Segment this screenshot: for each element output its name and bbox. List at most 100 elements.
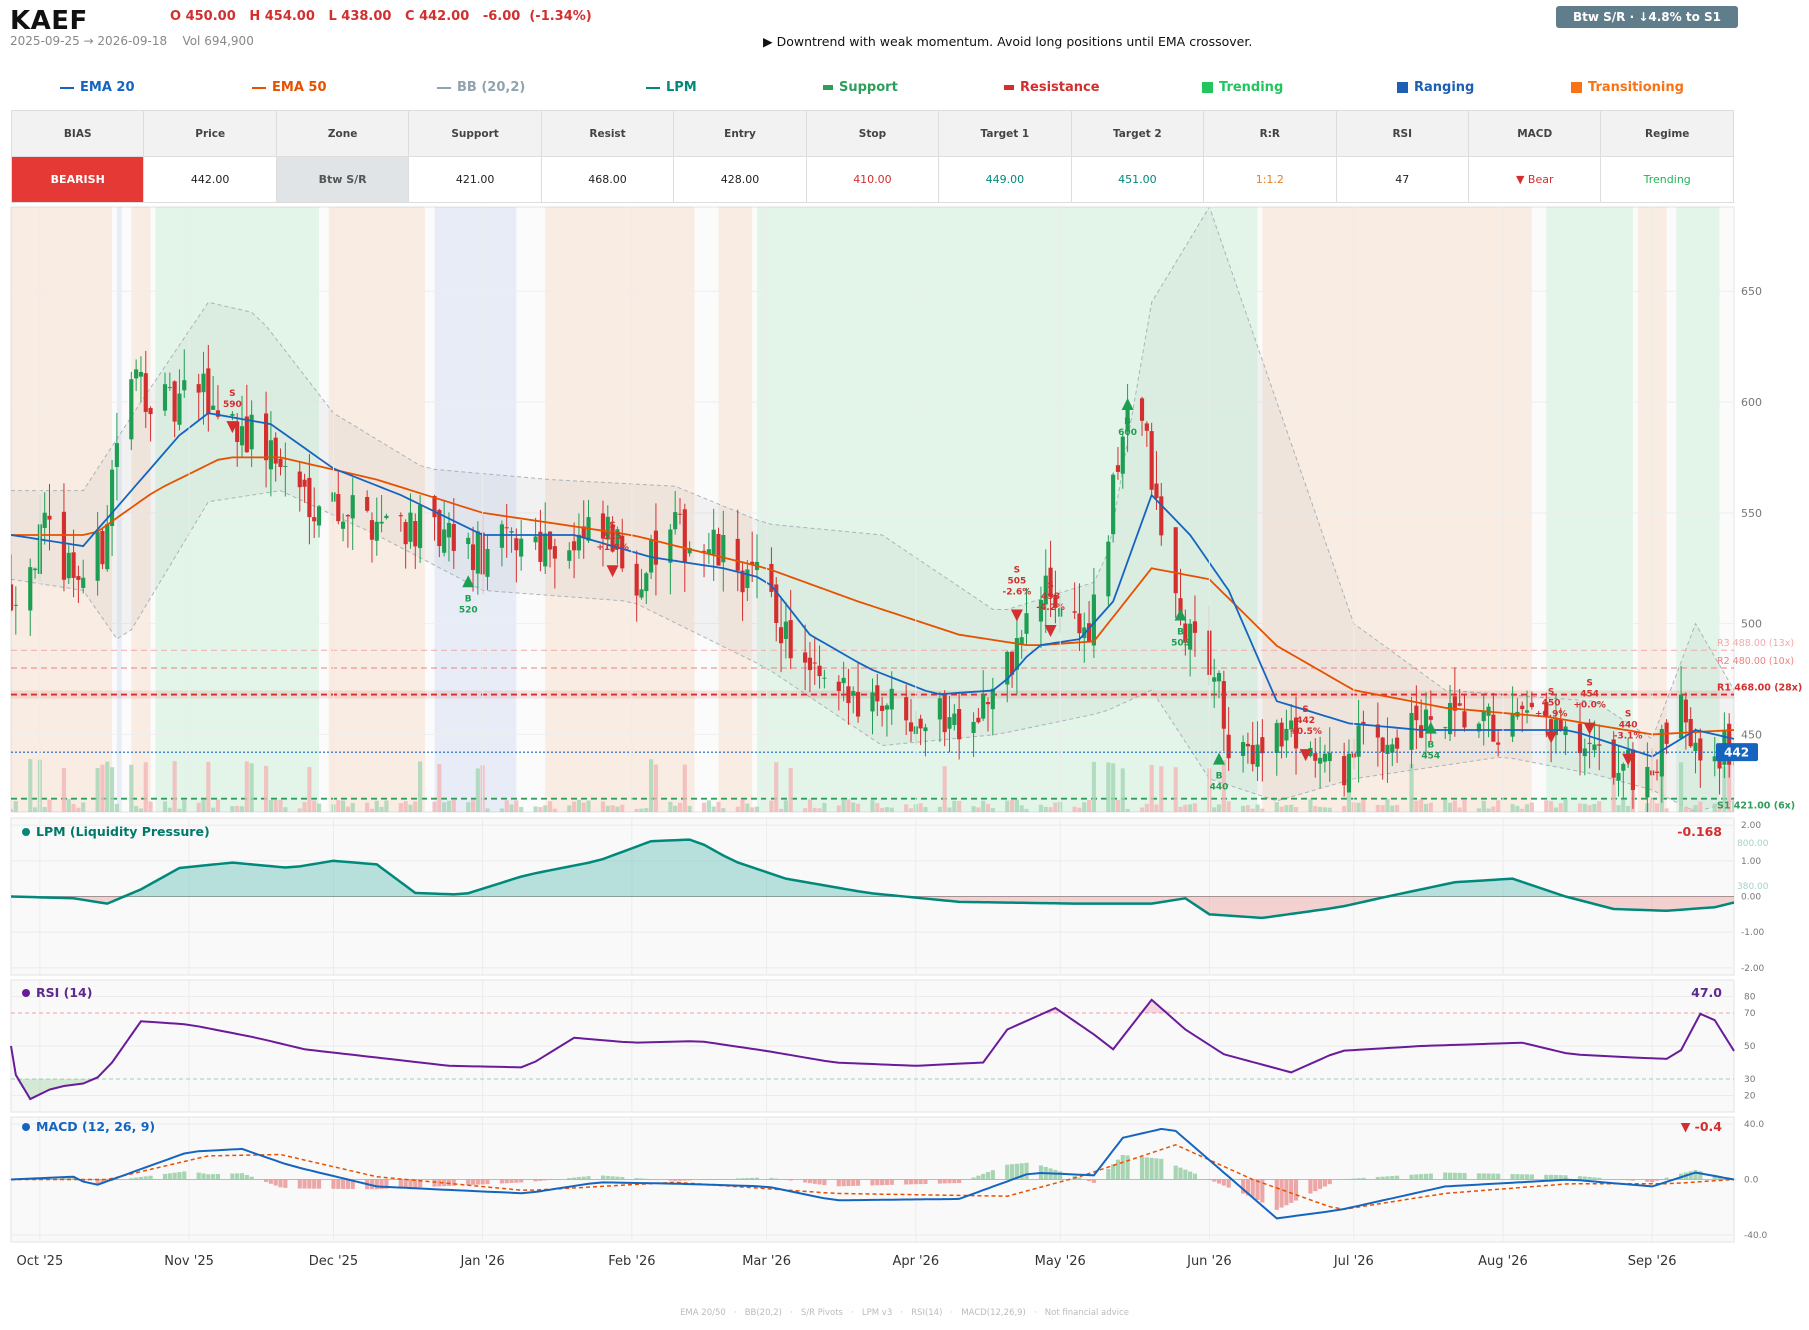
signal-side-label: S — [1047, 581, 1053, 591]
candle-body — [196, 384, 201, 393]
macd-histogram-bar — [937, 1179, 942, 1184]
macd-histogram-bar — [1409, 1174, 1414, 1180]
volume-bar — [1611, 768, 1616, 812]
candle-body — [538, 531, 543, 562]
candle-body — [937, 698, 942, 720]
macd-histogram-bar — [1515, 1174, 1520, 1180]
candle-body — [701, 550, 707, 552]
volume-bar — [13, 801, 18, 812]
macd-histogram-bar — [754, 1177, 760, 1180]
macd-histogram-bar — [745, 1178, 750, 1180]
candle-body — [283, 465, 288, 467]
candle-body — [716, 533, 721, 566]
macd-histogram-bar — [1524, 1174, 1530, 1180]
macd-histogram-bar — [1510, 1174, 1515, 1180]
candle-body — [379, 521, 384, 524]
cell-regime: Trending — [1600, 156, 1734, 203]
ohlc-readout: O 450.00 H 454.00 L 438.00 C 442.00 -6.0… — [170, 9, 592, 24]
candle-body — [1529, 702, 1534, 708]
volume-bar — [716, 801, 721, 812]
candle-body — [1111, 474, 1116, 535]
legend-label: LPM — [666, 80, 697, 95]
candle-body — [875, 685, 880, 702]
legend-swatch-icon — [252, 86, 266, 89]
volume-bar — [817, 808, 822, 812]
volume-bar — [1683, 806, 1688, 812]
volume-bar — [504, 800, 509, 812]
volume-bar — [134, 806, 139, 812]
volume-bar — [1380, 805, 1385, 812]
macd-histogram-bar — [1226, 1179, 1231, 1188]
legend-swatch-icon — [1571, 82, 1582, 93]
volume-bar — [451, 799, 456, 812]
volume-bar — [1549, 801, 1554, 812]
candle-body — [519, 538, 524, 557]
candle-body — [408, 512, 413, 542]
candle-body — [1289, 720, 1294, 730]
volume-bar — [1524, 804, 1530, 812]
macd-histogram-bar — [485, 1179, 490, 1185]
volume-bar — [1313, 805, 1318, 812]
volume-bar — [1722, 766, 1727, 812]
volume-bar — [61, 767, 67, 812]
candle-body — [177, 393, 182, 425]
volume-bar — [1173, 767, 1178, 812]
volume-bar — [836, 805, 841, 812]
macd-histogram-bar — [1626, 1179, 1631, 1181]
table-value-row: BEARISH 442.00 Btw S/R 421.00 468.00 428.00 41… — [10, 156, 1734, 203]
macd-histogram-bar — [740, 1178, 745, 1180]
candle-body — [432, 495, 437, 518]
candle-body — [803, 652, 808, 663]
candle-body — [817, 665, 822, 677]
candle-body — [1587, 742, 1592, 744]
candle-body — [215, 410, 221, 417]
volume-bar — [42, 807, 47, 812]
legend-label: EMA 50 — [272, 80, 327, 95]
resistance-level-label: R1 468.00 (28x) — [1717, 683, 1802, 694]
volume-bar — [230, 806, 235, 812]
candle-body — [336, 494, 341, 522]
macd-histogram-bar — [211, 1174, 216, 1180]
macd-histogram-bar — [985, 1172, 991, 1180]
candle-body — [1654, 771, 1660, 773]
candle-body — [1188, 623, 1193, 650]
macd-histogram-bar — [1053, 1169, 1058, 1180]
macd-histogram-bar — [1712, 1174, 1717, 1180]
legend-label: EMA 20 — [80, 80, 135, 95]
macd-histogram-bar — [1428, 1173, 1433, 1180]
volume-bar — [1106, 762, 1111, 812]
macd-histogram-bar — [302, 1179, 307, 1189]
volume-bar — [754, 806, 760, 812]
candle-body — [750, 561, 755, 565]
macd-histogram-bar — [129, 1178, 134, 1180]
volume-bar — [1390, 805, 1395, 812]
candle-body — [201, 373, 206, 393]
macd-histogram-bar — [605, 1175, 610, 1180]
volume-bar — [413, 801, 418, 812]
volume-bar — [677, 802, 683, 812]
volume-bar — [129, 764, 134, 812]
volume-bar — [1428, 802, 1433, 812]
macd-histogram-bar — [908, 1179, 914, 1185]
volume-bar — [947, 807, 952, 812]
volume-bar — [418, 761, 423, 812]
candle-body — [1375, 724, 1380, 738]
macd-histogram-bar — [1188, 1171, 1193, 1180]
volume-bar — [620, 804, 625, 812]
date-range-volume: 2025-09-25 → 2026-09-18 Vol 694,900 — [10, 34, 254, 48]
volume-bar — [235, 805, 240, 812]
candle-body — [1318, 757, 1323, 764]
candle-body — [1279, 722, 1284, 747]
candle-body — [581, 526, 586, 539]
x-tick-label: May '26 — [1035, 1254, 1086, 1269]
signal-price-label: 440 — [1210, 783, 1229, 793]
volume-bar — [1212, 807, 1217, 812]
ema50-line — [11, 456, 1734, 736]
volume-bar — [1654, 803, 1660, 812]
macd-histogram-bar — [644, 1178, 649, 1180]
macd-histogram-bar — [1241, 1179, 1246, 1194]
macd-histogram-bar — [1077, 1177, 1082, 1180]
macd-histogram-bar — [1380, 1176, 1385, 1180]
